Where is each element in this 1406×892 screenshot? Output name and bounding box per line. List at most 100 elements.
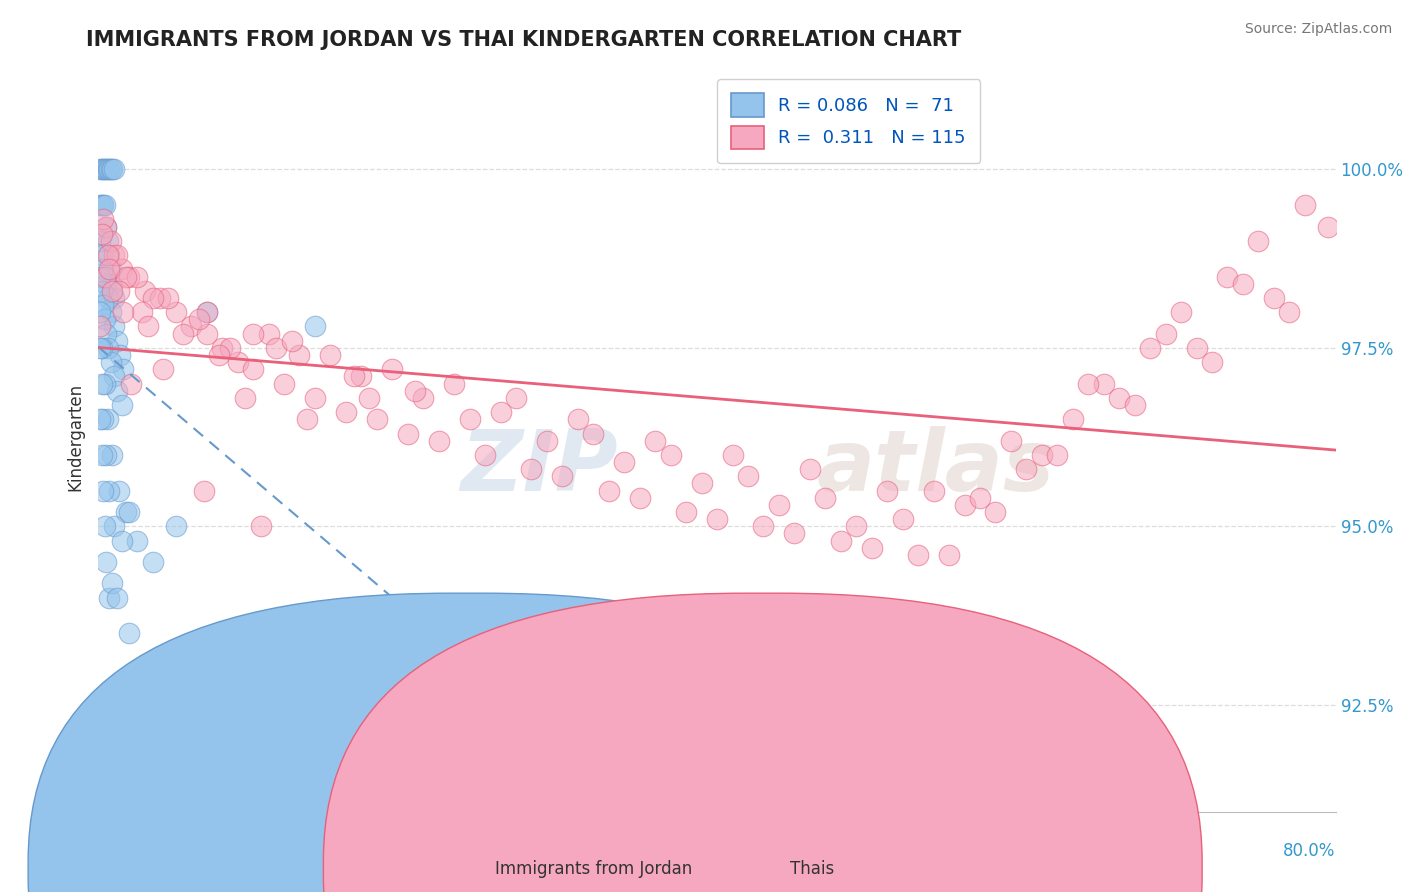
Point xyxy=(103,291,125,305)
Point xyxy=(193,483,215,498)
Point xyxy=(91,412,114,426)
Point xyxy=(98,262,121,277)
Point xyxy=(96,448,118,462)
Text: 0.0%: 0.0% xyxy=(98,842,141,860)
Point xyxy=(149,662,172,676)
Point xyxy=(474,448,496,462)
Point xyxy=(427,434,450,448)
Point xyxy=(105,248,128,262)
Point xyxy=(343,369,366,384)
Point xyxy=(112,362,135,376)
Point xyxy=(1123,398,1146,412)
Point xyxy=(235,391,257,405)
Point xyxy=(89,412,111,426)
Point xyxy=(675,505,697,519)
Point xyxy=(105,384,128,398)
Point xyxy=(273,376,295,391)
Point xyxy=(127,269,149,284)
Point xyxy=(984,505,1007,519)
Point xyxy=(91,483,114,498)
Point xyxy=(93,162,115,177)
Point xyxy=(443,376,465,391)
Point xyxy=(1201,355,1223,369)
Point xyxy=(953,498,976,512)
Point xyxy=(281,334,304,348)
Point xyxy=(89,341,111,355)
Point xyxy=(288,348,311,362)
Point xyxy=(1139,341,1161,355)
Point xyxy=(1031,448,1053,462)
Point xyxy=(112,305,135,319)
Text: Source: ZipAtlas.com: Source: ZipAtlas.com xyxy=(1244,22,1392,37)
Point xyxy=(98,591,121,605)
Point xyxy=(89,305,111,319)
Point xyxy=(91,162,114,177)
Point xyxy=(111,533,132,548)
Point xyxy=(250,519,273,533)
Point xyxy=(208,348,231,362)
Point xyxy=(706,512,728,526)
Point xyxy=(335,405,357,419)
Point xyxy=(1046,448,1069,462)
Point xyxy=(120,376,142,391)
Point xyxy=(141,555,165,569)
Legend: R = 0.086   N =  71, R =  0.311   N = 115: R = 0.086 N = 71, R = 0.311 N = 115 xyxy=(717,79,980,163)
Point xyxy=(152,362,174,376)
Point xyxy=(304,319,326,334)
Point xyxy=(89,319,111,334)
Text: atlas: atlas xyxy=(815,425,1054,508)
Point xyxy=(103,369,125,384)
Point xyxy=(96,219,118,234)
Point xyxy=(103,248,125,262)
Point xyxy=(105,591,128,605)
Point xyxy=(172,326,194,341)
Point xyxy=(91,212,114,227)
Point xyxy=(93,376,115,391)
Point xyxy=(412,391,434,405)
Point xyxy=(1108,391,1130,405)
Point xyxy=(97,248,120,262)
Point xyxy=(91,298,114,312)
Point xyxy=(304,391,326,405)
Point xyxy=(136,319,159,334)
Point xyxy=(195,326,218,341)
Text: ZIP: ZIP xyxy=(460,425,619,508)
Point xyxy=(1170,305,1192,319)
Point xyxy=(1216,269,1239,284)
Point xyxy=(907,548,929,562)
Point xyxy=(211,341,233,355)
Point xyxy=(567,412,589,426)
Point xyxy=(98,162,121,177)
Point xyxy=(1015,462,1038,476)
Point xyxy=(131,305,153,319)
Point xyxy=(100,262,122,277)
Point xyxy=(350,369,373,384)
Point xyxy=(814,491,837,505)
Point xyxy=(799,462,821,476)
Point xyxy=(938,548,960,562)
Point xyxy=(1154,326,1177,341)
Point xyxy=(89,733,111,747)
Point xyxy=(1185,341,1208,355)
Point xyxy=(90,227,112,241)
Point xyxy=(157,291,180,305)
Point xyxy=(845,519,868,533)
Point xyxy=(107,284,129,298)
Point xyxy=(98,483,121,498)
Point xyxy=(598,483,620,498)
Text: 80.0%: 80.0% xyxy=(1284,842,1336,860)
Point xyxy=(134,284,156,298)
Point xyxy=(103,519,125,533)
Point xyxy=(613,455,636,469)
Point xyxy=(103,162,125,177)
Point xyxy=(195,305,218,319)
Point xyxy=(96,277,118,291)
Point xyxy=(96,219,118,234)
Point xyxy=(89,162,111,177)
Point xyxy=(396,426,419,441)
Point xyxy=(891,512,914,526)
Point xyxy=(90,376,112,391)
Point xyxy=(90,284,112,298)
Point xyxy=(90,248,112,262)
Point xyxy=(100,305,122,319)
